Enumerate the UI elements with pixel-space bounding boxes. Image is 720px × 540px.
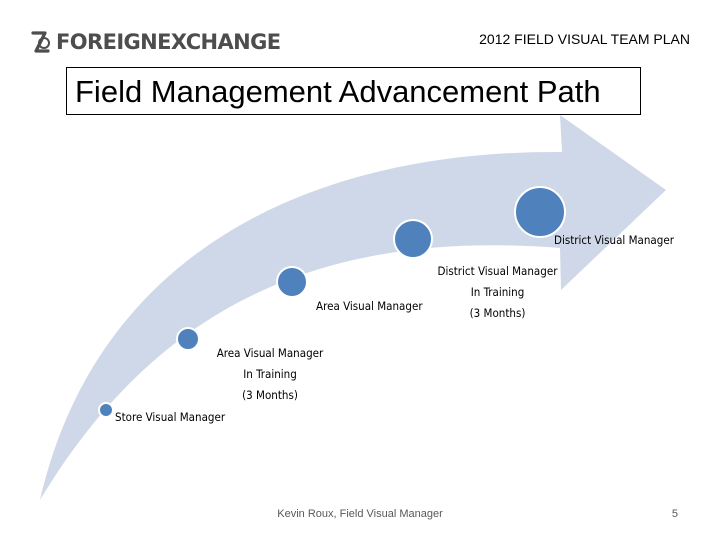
arrow-shape (40, 115, 666, 500)
label-line: In Training (243, 367, 297, 381)
footer-presenter: Kevin Roux, Field Visual Manager (277, 508, 443, 520)
logo-text: FOREIGNEXCHANGE (56, 30, 281, 54)
label-line: Area Visual Manager (216, 346, 324, 360)
label-district-visual-manager-in-training: District Visual Manager In Training (3 M… (430, 261, 565, 324)
label-line: (3 Months) (469, 306, 526, 320)
page-number: 5 (671, 508, 678, 520)
label-line: (3 Months) (242, 388, 298, 402)
title-box: Field Management Advancement Path (66, 67, 641, 115)
label-line: District Visual Manager (437, 264, 558, 278)
label-line: In Training (470, 285, 525, 299)
node-area-visual-manager (276, 266, 308, 298)
slide-title: Field Management Advancement Path (75, 74, 601, 109)
label-district-visual-manager: District Visual Manager (554, 233, 674, 247)
label-store-visual-manager: Store Visual Manager (115, 410, 226, 424)
node-district-visual-manager-in-training (393, 219, 433, 259)
company-logo: FOREIGNEXCHANGE (30, 27, 281, 57)
node-store-visual-manager (98, 402, 114, 418)
label-area-visual-manager: Area Visual Manager (316, 299, 423, 313)
node-area-visual-manager-in-training (176, 327, 200, 351)
plan-title: 2012 FIELD VISUAL TEAM PLAN (479, 31, 690, 47)
node-district-visual-manager (514, 186, 566, 238)
label-area-visual-manager-in-training: Area Visual Manager In Training (3 Month… (210, 343, 330, 406)
foreignexchange-logo-icon (31, 31, 50, 53)
